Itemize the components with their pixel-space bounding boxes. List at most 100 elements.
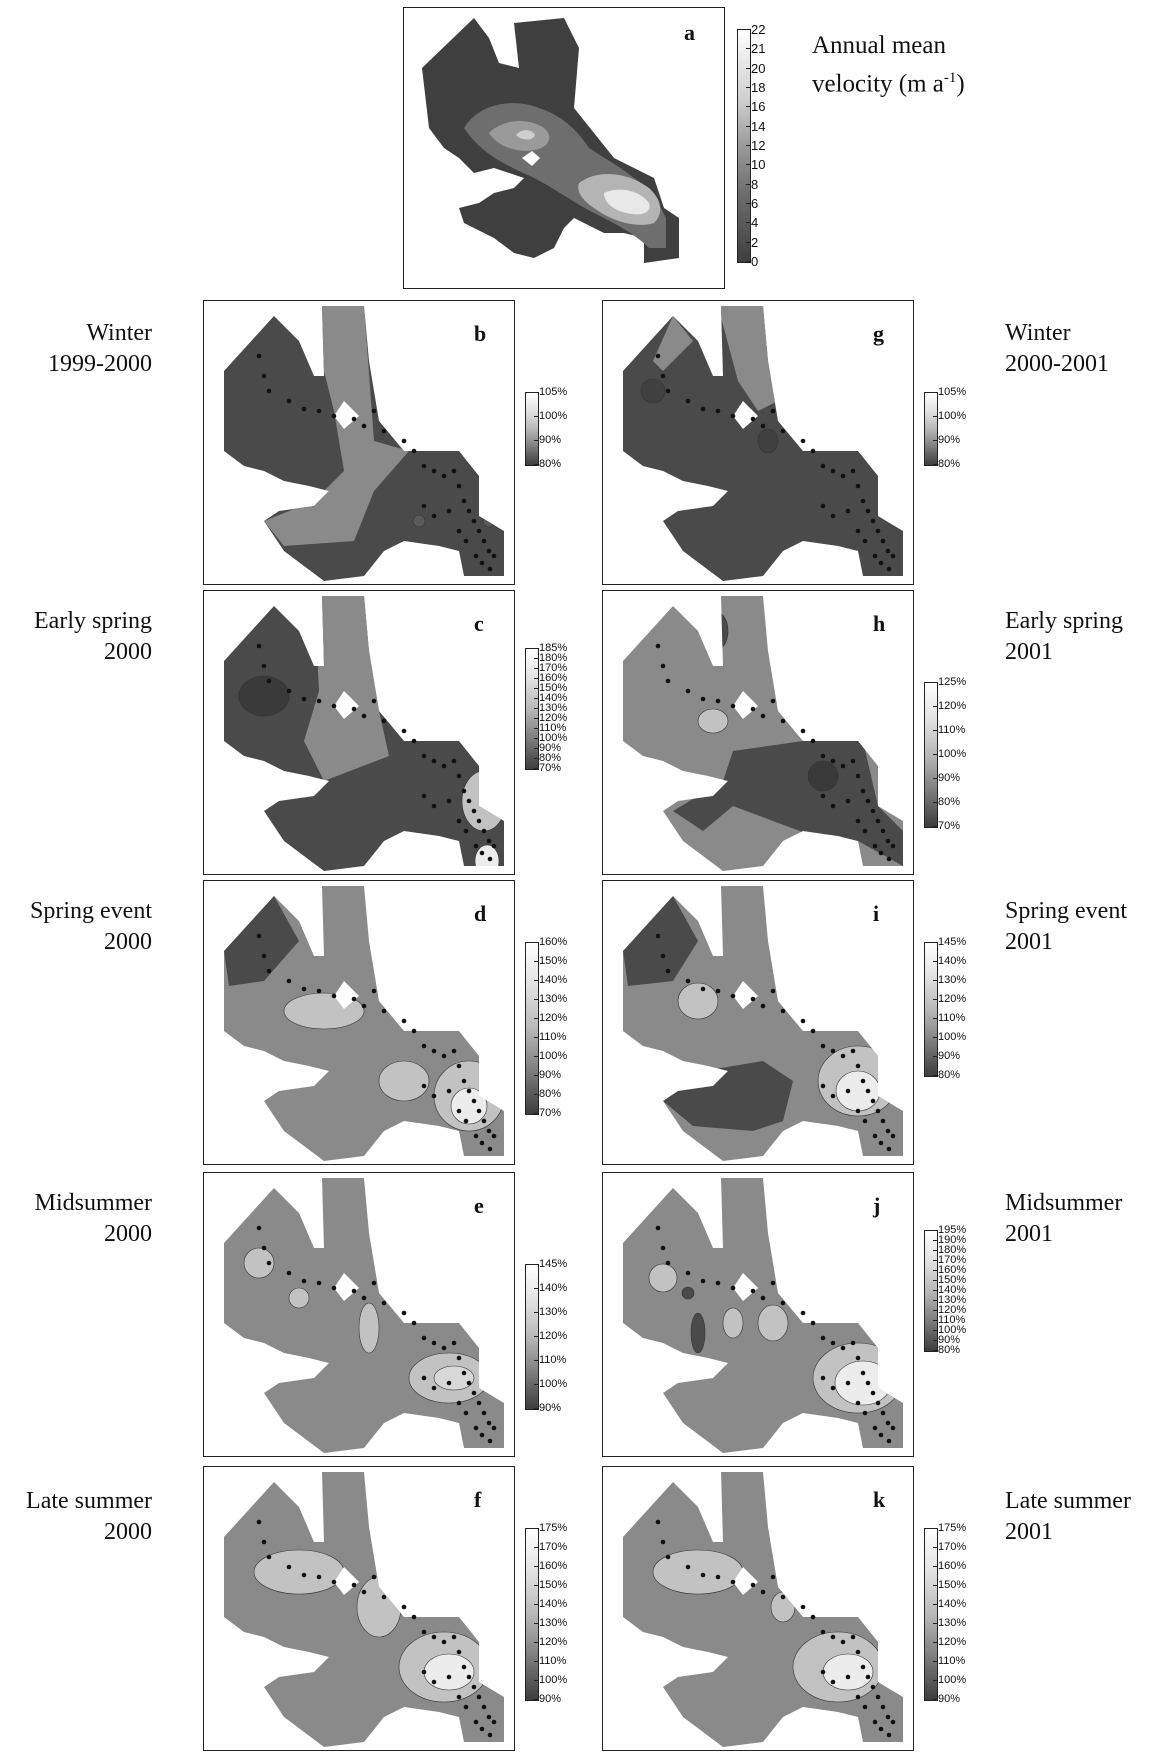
panel-label-b: b	[474, 321, 487, 346]
panel-label-e: e	[474, 1193, 484, 1218]
legend-bar-c	[525, 648, 539, 770]
legend-tick-a: 2	[745, 234, 759, 250]
legend-tick-d: 80%	[533, 1088, 562, 1100]
legend-tick-a: 10	[745, 157, 766, 173]
period-label-line1: Early spring	[34, 608, 152, 634]
period-label-left: Midsummer 2000	[35, 1188, 152, 1250]
legend-tick-c: 110%	[533, 722, 567, 734]
period-label-line2: 2001	[1005, 929, 1053, 955]
legend-tick-j: 180%	[932, 1244, 967, 1256]
legend-tick-k: 110%	[932, 1655, 966, 1667]
legend-tick-e: 120%	[533, 1330, 568, 1342]
legend-tick-d: 100%	[533, 1050, 568, 1062]
legend-tick-i: 120%	[932, 993, 967, 1005]
legend-tick-d: 110%	[533, 1031, 567, 1043]
legend-tick-a: 20	[745, 60, 766, 76]
legend-tick-h: 100%	[932, 748, 967, 760]
panel-a-title: Annual mean velocity (m a-1)	[812, 30, 965, 100]
legend-tick-h: 90%	[932, 772, 961, 784]
title-superscript: -1	[943, 70, 957, 86]
legend-bar-h	[924, 682, 938, 828]
legend-tick-a: 0	[745, 254, 759, 269]
panel-k: k	[602, 1466, 914, 1751]
period-label-line2: 2000	[104, 639, 152, 665]
legend-tick-g: 105%	[932, 386, 967, 398]
panel-label-h: h	[873, 611, 886, 636]
legend-tick-j: 90%	[932, 1334, 961, 1346]
panel-g: g	[602, 300, 914, 585]
legend-tick-j: 130%	[932, 1294, 967, 1306]
period-label-line1: Late summer	[1005, 1488, 1131, 1514]
period-label-line1: Midsummer	[1005, 1190, 1123, 1216]
panel-c: c	[203, 590, 515, 875]
legend-tick-f: 160%	[533, 1560, 568, 1572]
legend-tick-c: 120%	[533, 712, 568, 724]
glacier-map-f	[224, 1472, 504, 1747]
legend-tick-k: 120%	[932, 1636, 967, 1648]
period-label-line1: Late summer	[26, 1488, 152, 1514]
legend-tick-d: 150%	[533, 955, 568, 967]
legend-tick-c: 90%	[533, 742, 562, 754]
panel-b: b	[203, 300, 515, 585]
legend-tick-j: 195%	[932, 1224, 967, 1236]
period-label-left: Spring event 2000	[30, 896, 152, 958]
legend-tick-f: 90%	[533, 1693, 562, 1705]
legend-bar-b	[525, 392, 539, 466]
legend-tick-a: 21	[745, 41, 766, 57]
legend-tick-j: 110%	[932, 1314, 966, 1326]
legend-tick-i: 90%	[932, 1050, 961, 1062]
period-label-right: Winter 2000-2001	[1005, 318, 1109, 380]
panel-label-c: c	[474, 611, 484, 636]
legend-tick-b: 90%	[533, 434, 562, 446]
period-label-line2: 2001	[1005, 639, 1053, 665]
legend-tick-f: 150%	[533, 1579, 568, 1591]
legend-tick-c: 150%	[533, 682, 568, 694]
glacier-map-k	[623, 1472, 903, 1747]
period-label-right: Spring event 2001	[1005, 896, 1127, 958]
legend-tick-k: 140%	[932, 1598, 967, 1610]
panel-e: e	[203, 1172, 515, 1457]
legend-tick-g: 80%	[932, 458, 961, 470]
legend-tick-k: 100%	[932, 1674, 967, 1686]
period-label-right: Midsummer 2001	[1005, 1188, 1122, 1250]
legend-tick-i: 145%	[932, 936, 967, 948]
period-label-line1: Spring event	[1005, 898, 1127, 924]
period-label-line2: 2001	[1005, 1519, 1053, 1545]
legend-tick-a: 18	[745, 80, 766, 95]
legend-tick-j: 160%	[932, 1264, 967, 1276]
glacier-map-c	[224, 596, 504, 871]
legend-bar-g	[924, 392, 938, 466]
panel-label-f: f	[474, 1487, 482, 1512]
panel-label-j: j	[873, 1193, 881, 1218]
legend-tick-k: 150%	[932, 1579, 967, 1591]
legend-tick-h: 70%	[932, 820, 961, 832]
legend-tick-c: 185%	[533, 642, 568, 654]
panel-label-d: d	[474, 901, 487, 926]
period-label-right: Late summer 2001	[1005, 1486, 1131, 1548]
legend-tick-b: 105%	[533, 386, 568, 398]
legend-bar-a	[737, 29, 751, 263]
legend-tick-j: 100%	[932, 1324, 967, 1336]
legend-tick-d: 140%	[533, 974, 568, 986]
period-label-line2: 2000-2001	[1005, 351, 1109, 377]
glacier-map-e	[224, 1178, 504, 1453]
legend-tick-k: 175%	[932, 1522, 967, 1534]
legend-tick-a: 12	[745, 138, 766, 153]
legend-tick-e: 130%	[533, 1306, 568, 1318]
panel-f: f	[203, 1466, 515, 1751]
legend-tick-e: 90%	[533, 1402, 562, 1414]
legend-tick-k: 90%	[932, 1693, 961, 1705]
legend-bar-i	[924, 942, 938, 1077]
panel-label-k: k	[873, 1487, 886, 1512]
legend-tick-j: 170%	[932, 1254, 967, 1266]
panel-label-a: a	[684, 20, 695, 45]
legend-tick-d: 120%	[533, 1012, 568, 1024]
legend-tick-a: 16	[745, 99, 766, 115]
legend-tick-f: 140%	[533, 1598, 568, 1610]
legend-tick-i: 100%	[932, 1031, 967, 1043]
legend-tick-j: 150%	[932, 1274, 967, 1286]
panel-h: h	[602, 590, 914, 875]
glacier-map-g	[623, 306, 903, 581]
legend-tick-d: 160%	[533, 936, 568, 948]
panel-label-g: g	[873, 321, 884, 346]
